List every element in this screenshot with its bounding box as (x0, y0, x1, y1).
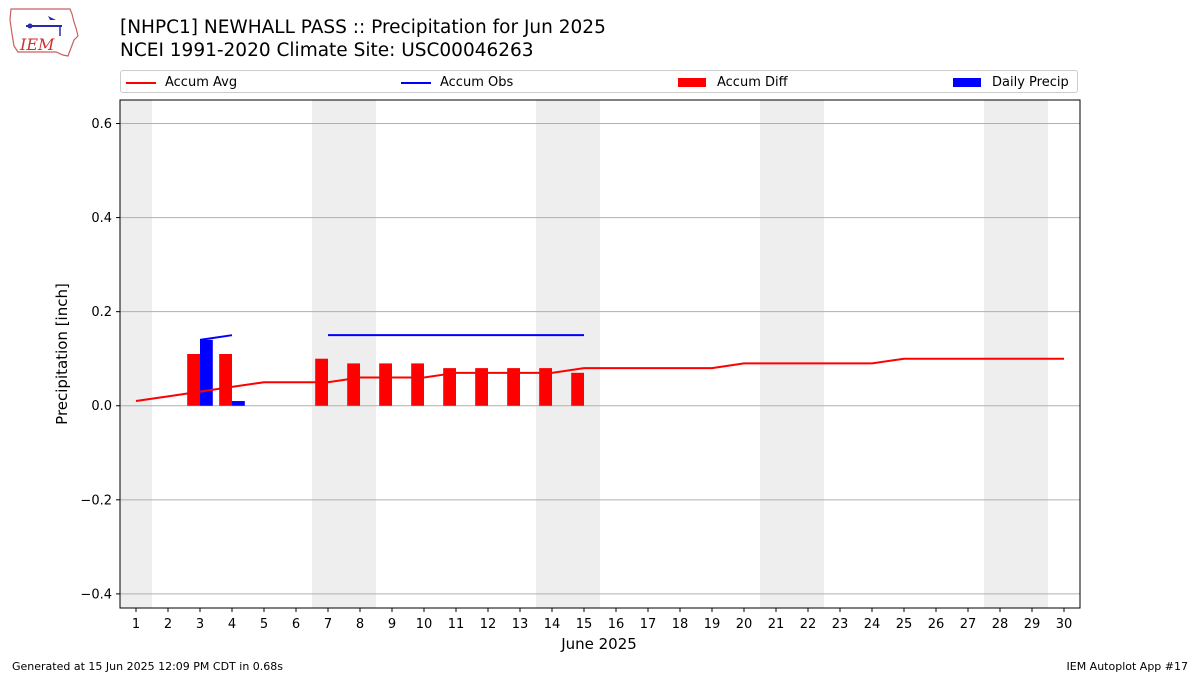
accum-diff-bar (475, 368, 488, 406)
x-tick-label: 7 (324, 617, 332, 632)
x-tick-label: 11 (448, 617, 465, 632)
x-tick-label: 8 (356, 617, 364, 632)
accum-diff-bar (219, 354, 232, 406)
x-axis-ticks: 1 2 3 4 5 6 7 8 9 10 11 12 13 14 15 16 17 18 19 20 21 22 23 24 2… (132, 608, 1072, 632)
legend: Accum Avg Accum Obs Accum Diff Daily Pre… (120, 70, 1078, 93)
x-tick-label: 27 (960, 617, 977, 632)
x-tick-label: 16 (608, 617, 625, 632)
legend-label: Accum Obs (440, 75, 514, 90)
weekend-band (312, 100, 376, 608)
legend-item-accum-avg: Accum Avg (126, 71, 237, 94)
accum-obs-line (199, 334, 233, 341)
logo-text: IEM (19, 35, 55, 54)
x-tick-label: 4 (228, 617, 236, 632)
x-tick-label: 14 (544, 617, 561, 632)
y-tick-label: 0.4 (91, 211, 112, 226)
x-tick-label: 15 (576, 617, 593, 632)
weekend-band (984, 100, 1048, 608)
iem-logo: IEM (9, 8, 79, 57)
y-tick-label: 0.2 (91, 305, 112, 320)
x-tick-label: 20 (736, 617, 753, 632)
y-tick-label: −0.2 (80, 493, 112, 508)
weekend-band (760, 100, 824, 608)
x-tick-label: 24 (864, 617, 881, 632)
weekend-band (536, 100, 600, 608)
state-outline-icon (9, 8, 79, 57)
accum-diff-bar (443, 368, 456, 406)
y-axis-ticks: −0.4 −0.2 0.0 0.2 0.4 0.6 (80, 117, 120, 602)
x-tick-label: 2 (164, 617, 172, 632)
x-axis-label: June 2025 (560, 635, 637, 653)
x-tick-label: 6 (292, 617, 300, 632)
accum-diff-bar (539, 368, 552, 406)
weekend-shading (120, 100, 1048, 608)
x-tick-label: 13 (512, 617, 529, 632)
x-tick-label: 3 (196, 617, 204, 632)
y-tick-label: −0.4 (80, 587, 112, 602)
legend-box-swatch (678, 78, 706, 87)
accum-diff-bar (379, 363, 392, 406)
weekend-band (120, 100, 152, 608)
x-tick-label: 21 (768, 617, 785, 632)
x-tick-label: 9 (388, 617, 396, 632)
daily-precip-bar (232, 401, 245, 406)
legend-label: Accum Avg (165, 75, 238, 90)
x-tick-label: 30 (1056, 617, 1073, 632)
legend-line-swatch (126, 81, 156, 84)
y-tick-label: 0.6 (91, 117, 112, 132)
x-tick-label: 22 (800, 617, 817, 632)
x-tick-label: 17 (640, 617, 657, 632)
x-tick-label: 28 (992, 617, 1009, 632)
legend-box-swatch (953, 78, 981, 87)
accum-diff-bar (411, 363, 424, 406)
accum-diff-bar (347, 363, 360, 406)
y-axis-label: Precipitation [inch] (53, 283, 71, 425)
lines (135, 334, 1064, 403)
y-tick-label: 0.0 (91, 399, 112, 414)
x-tick-label: 12 (480, 617, 497, 632)
x-tick-label: 23 (832, 617, 849, 632)
accum-diff-bar (187, 354, 200, 406)
legend-label: Daily Precip (992, 75, 1069, 90)
legend-item-accum-obs: Accum Obs (401, 71, 513, 94)
chart-title: [NHPC1] NEWHALL PASS :: Precipitation fo… (120, 17, 606, 38)
x-tick-label: 18 (672, 617, 689, 632)
accum-diff-bar (507, 368, 520, 406)
accum-avg-line (135, 357, 1064, 403)
plot-frame (119, 99, 1081, 609)
legend-item-daily-precip: Daily Precip (953, 71, 1069, 94)
legend-line-swatch (401, 81, 431, 84)
accum-diff-bar (571, 372, 584, 406)
app-credit: IEM Autoplot App #17 (1066, 660, 1189, 673)
x-tick-label: 25 (896, 617, 913, 632)
generated-timestamp: Generated at 15 Jun 2025 12:09 PM CDT in… (12, 660, 284, 673)
x-tick-label: 26 (928, 617, 945, 632)
chart-subtitle: NCEI 1991-2020 Climate Site: USC00046263 (120, 40, 534, 61)
grid-lines (120, 123, 1080, 595)
x-tick-label: 5 (260, 617, 268, 632)
legend-item-accum-diff: Accum Diff (678, 71, 788, 94)
x-tick-label: 29 (1024, 617, 1041, 632)
daily-precip-bar (200, 339, 213, 406)
x-tick-label: 1 (132, 617, 140, 632)
x-tick-label: 19 (704, 617, 721, 632)
bars (187, 339, 584, 406)
legend-label: Accum Diff (717, 75, 788, 90)
x-tick-label: 10 (416, 617, 433, 632)
